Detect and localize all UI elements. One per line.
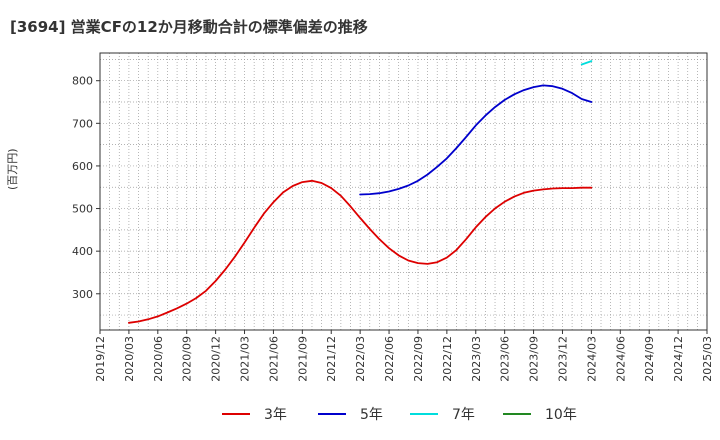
legend-swatch	[222, 413, 250, 415]
legend-label: 7年	[452, 407, 475, 423]
legend-label: 3年	[264, 407, 287, 423]
grid-lines	[99, 53, 708, 330]
legend-swatch	[503, 413, 531, 415]
legend: 3年 5年 7年 10年	[0, 400, 720, 428]
y-tick-label: 300	[72, 288, 93, 301]
x-tick-label: 2021/09	[296, 336, 309, 382]
x-tick-label: 2020/03	[123, 336, 136, 382]
x-tick-label: 2024/03	[585, 336, 598, 382]
x-tick-label: 2023/12	[556, 336, 569, 382]
x-tick-label: 2021/03	[239, 336, 252, 382]
x-tick-label: 2021/06	[267, 336, 280, 382]
x-tick-label: 2024/06	[614, 336, 627, 382]
x-tick-label: 2023/03	[470, 336, 483, 382]
series-line-0	[127, 179, 593, 324]
x-tick-label: 2020/09	[181, 336, 194, 382]
legend-swatch	[318, 413, 346, 415]
y-tick-label: 800	[72, 75, 93, 88]
x-tick-label: 2022/03	[354, 336, 367, 382]
series-line-1	[359, 84, 593, 196]
y-tick-label: 600	[72, 160, 93, 173]
plot-border	[99, 52, 708, 331]
x-tick-label: 2020/12	[210, 336, 223, 382]
y-tick-label: 400	[72, 245, 93, 258]
legend-label: 5年	[360, 407, 383, 423]
axes: 300 400 500 600 700 800 2019/12 2020/03 2020/06 2…	[72, 52, 714, 382]
chart-title: [3694] 営業CFの12か月移動合計の標準偏差の推移	[10, 18, 368, 36]
y-tick-label: 500	[72, 203, 93, 216]
x-tick-label: 2022/12	[441, 336, 454, 382]
x-tick-label: 2020/06	[152, 336, 165, 382]
x-tick-label: 2025/03	[701, 336, 714, 382]
x-tick-label: 2023/09	[528, 336, 541, 382]
x-tick-label: 2021/12	[325, 336, 338, 382]
x-tick-label: 2024/09	[643, 336, 656, 382]
x-tick-label: 2022/09	[412, 336, 425, 382]
x-tick-label: 2024/12	[672, 336, 685, 382]
x-tick-label: 2022/06	[383, 336, 396, 382]
x-tick-label: 2023/06	[499, 336, 512, 382]
series-line-2	[580, 60, 593, 66]
series-lines	[127, 60, 593, 324]
legend-swatch	[410, 413, 438, 415]
legend-label: 10年	[545, 407, 577, 423]
y-tick-label: 700	[72, 117, 93, 130]
x-tick-label: 2019/12	[94, 336, 107, 382]
